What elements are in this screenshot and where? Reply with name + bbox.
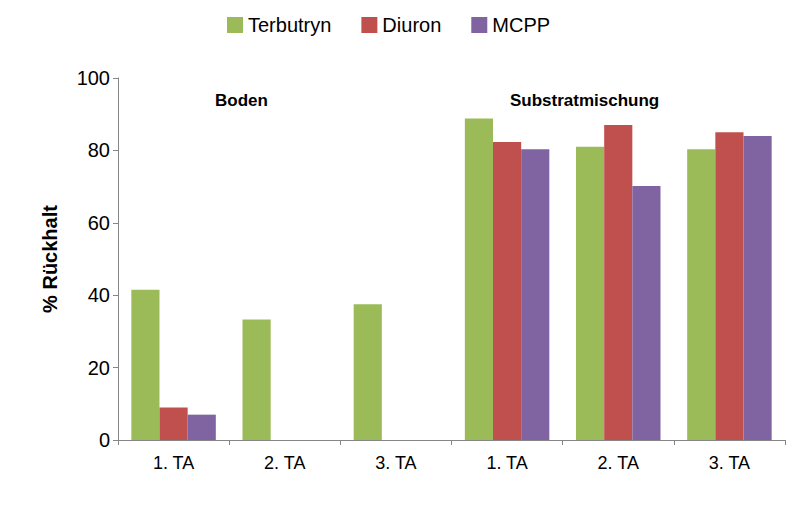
svg-text:1. TA: 1. TA [486, 453, 527, 473]
svg-text:MCPP: MCPP [492, 14, 550, 36]
svg-text:100: 100 [77, 67, 110, 89]
svg-text:2. TA: 2. TA [264, 453, 305, 473]
svg-text:Boden: Boden [215, 91, 268, 110]
svg-text:2. TA: 2. TA [598, 453, 639, 473]
svg-text:1. TA: 1. TA [153, 453, 194, 473]
svg-text:60: 60 [88, 212, 110, 234]
svg-text:Terbutryn: Terbutryn [248, 14, 331, 36]
svg-text:80: 80 [88, 139, 110, 161]
svg-text:3. TA: 3. TA [709, 453, 750, 473]
svg-text:20: 20 [88, 357, 110, 379]
svg-text:40: 40 [88, 284, 110, 306]
svg-text:0: 0 [99, 429, 110, 451]
svg-text:3. TA: 3. TA [375, 453, 416, 473]
svg-text:% Rückhalt: % Rückhalt [39, 205, 61, 313]
svg-text:Diuron: Diuron [382, 14, 441, 36]
svg-text:Substratmischung: Substratmischung [510, 91, 659, 110]
